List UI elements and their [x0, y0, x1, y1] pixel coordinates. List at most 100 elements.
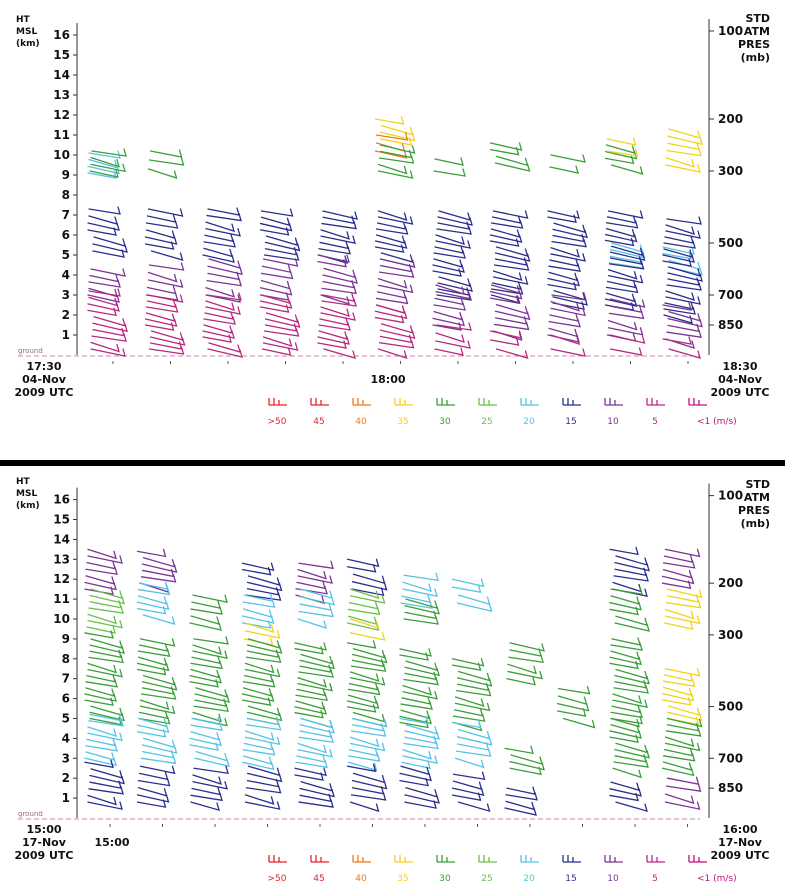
left-tick-label: 9: [62, 632, 70, 646]
wind-barb: [611, 637, 641, 646]
wind-barb: [350, 792, 387, 801]
wind-barb: [405, 787, 438, 798]
wind-barb: [146, 285, 177, 295]
wind-barb: [192, 650, 228, 659]
wind-barb: [207, 265, 243, 276]
legend-label: 25: [481, 874, 492, 884]
legend-label: <1 (m/s): [697, 417, 737, 427]
wind-barb: [89, 780, 122, 790]
wind-barb: [380, 125, 414, 136]
legend-label: <1 (m/s): [697, 874, 737, 884]
legend-barb: [478, 398, 497, 406]
wind-barb: [610, 781, 640, 792]
wind-barb: [379, 144, 416, 154]
wind-barb: [490, 228, 521, 238]
start-time-label: 17-Nov: [22, 836, 67, 849]
left-tick-label: 8: [62, 188, 70, 202]
wind-barb: [666, 216, 702, 225]
wind-barb: [610, 717, 640, 728]
wind-barb: [403, 616, 439, 625]
wind-barb: [664, 742, 701, 752]
wind-barb: [607, 319, 638, 331]
wind-barb: [665, 296, 701, 305]
wind-barb: [455, 748, 492, 757]
right-axis-label: PRES: [738, 504, 770, 517]
wind-barb: [605, 148, 639, 157]
wind-barb: [665, 164, 701, 173]
wind-barb: [438, 276, 471, 287]
wind-barb: [262, 336, 293, 347]
wind-barb: [506, 786, 536, 796]
wind-barb: [244, 801, 281, 810]
wind-barb: [436, 322, 472, 331]
wind-barb: [85, 687, 115, 697]
wind-barb: [375, 295, 409, 305]
wind-barb: [615, 801, 648, 813]
right-tick-label: 850: [718, 781, 743, 795]
wind-barb: [145, 229, 176, 239]
wind-barb: [495, 246, 529, 257]
wind-barb: [457, 670, 491, 682]
wind-barb: [432, 322, 462, 331]
wind-barb: [205, 306, 241, 315]
wind-barb: [400, 765, 430, 776]
wind-barb: [609, 304, 643, 314]
wind-barb: [260, 208, 294, 217]
wind-barb: [244, 668, 281, 678]
wind-barb: [610, 242, 644, 253]
wind-barb: [615, 555, 648, 566]
right-axis-label: (mb): [741, 517, 770, 530]
legend-label: 35: [397, 417, 408, 427]
wind-barb: [189, 742, 219, 751]
wind-barb: [241, 615, 275, 624]
wind-barb: [374, 150, 408, 159]
wind-barb: [351, 717, 388, 728]
wind-barb: [662, 251, 692, 260]
wind-barb: [666, 588, 703, 599]
wind-barb: [139, 765, 176, 775]
wind-barb: [667, 705, 701, 717]
wind-barb: [347, 606, 381, 616]
wind-barb: [505, 792, 538, 801]
wind-barb: [379, 258, 416, 268]
wind-barb: [435, 291, 471, 300]
wind-barb: [548, 327, 578, 338]
wind-barb: [195, 687, 228, 698]
wind-barb: [662, 302, 692, 311]
wind-barb: [88, 288, 121, 297]
wind-barb: [557, 686, 591, 695]
wind-barb: [247, 765, 281, 777]
wind-barb: [401, 760, 431, 770]
wind-barb: [191, 716, 221, 726]
wind-barb: [87, 726, 117, 738]
wind-barb: [191, 600, 221, 609]
wind-barb: [557, 695, 588, 706]
wind-barb: [351, 587, 385, 596]
wind-barb: [261, 347, 292, 356]
wind-barb: [241, 566, 272, 576]
wind-barb: [490, 284, 521, 294]
wind-barb: [92, 328, 125, 337]
wind-barb: [452, 771, 486, 781]
wind-barb: [349, 801, 380, 813]
ground-label: ground: [18, 810, 43, 818]
right-tick-label: 100: [718, 489, 743, 503]
wind-barb: [193, 765, 229, 775]
wind-barb: [434, 245, 464, 254]
wind-barb: [665, 783, 702, 792]
wind-barb: [265, 235, 299, 247]
wind-barb: [147, 208, 184, 217]
wind-barb: [244, 730, 275, 742]
wind-barb: [144, 236, 178, 245]
left-tick-label: 4: [62, 268, 70, 282]
wind-barb: [190, 668, 220, 679]
wind-barb: [610, 164, 644, 175]
wind-barb: [136, 799, 167, 808]
left-axis-label: MSL: [16, 27, 37, 37]
wind-barb: [299, 787, 335, 798]
wind-barb: [348, 748, 379, 757]
legend-barb: [310, 398, 329, 406]
wind-barb: [456, 736, 493, 746]
wind-barb: [432, 317, 465, 327]
wind-barb: [457, 594, 491, 606]
